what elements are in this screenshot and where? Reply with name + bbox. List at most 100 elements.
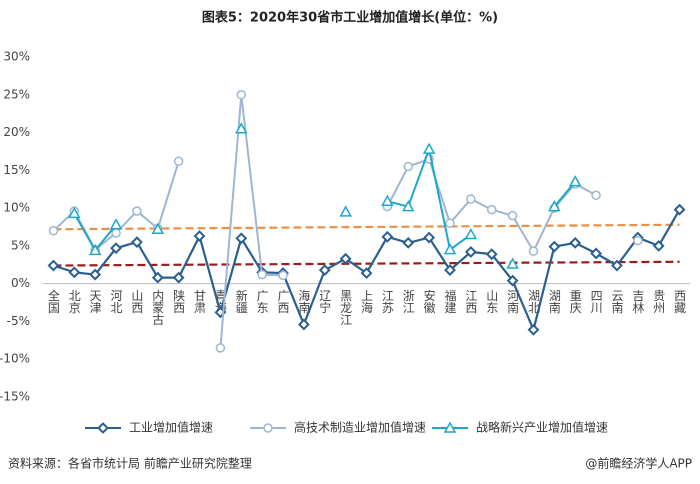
x-tick-label: 河南	[506, 289, 520, 313]
marker	[110, 242, 122, 255]
marker	[633, 235, 643, 246]
legend-label: 工业增加值增速	[129, 420, 213, 435]
y-tick-label: -5%	[7, 314, 30, 328]
marker	[444, 264, 456, 276]
marker	[257, 269, 267, 280]
y-tick-label: 15%	[3, 163, 30, 177]
marker	[68, 266, 81, 279]
y-tick-label: -15%	[0, 390, 30, 404]
marker	[568, 175, 582, 187]
marker	[527, 323, 540, 336]
y-tick-label: -10%	[0, 352, 30, 366]
x-tick-label: 湖北	[526, 288, 540, 314]
marker	[506, 274, 519, 287]
y-tick-label: 20%	[3, 125, 30, 139]
x-tick-label: 安徽	[422, 288, 436, 313]
marker	[381, 194, 394, 207]
marker	[97, 422, 109, 434]
marker	[339, 205, 352, 217]
y-tick-label: 30%	[3, 50, 30, 64]
marker	[234, 122, 248, 134]
marker	[401, 200, 415, 212]
x-tick-label: 重庆	[568, 289, 582, 313]
marker	[318, 264, 331, 276]
marker	[466, 194, 476, 204]
marker	[548, 240, 561, 253]
marker	[423, 231, 436, 244]
marker	[68, 206, 81, 219]
legend-label: 战略新兴产业增加值增速	[476, 420, 608, 435]
marker	[339, 252, 352, 265]
marker	[486, 204, 497, 215]
marker	[548, 200, 561, 212]
x-tick-label: 内蒙古	[151, 289, 165, 325]
x-tick-label: 辽宁	[318, 289, 332, 313]
marker	[445, 218, 455, 228]
x-tick-label: 福建	[443, 288, 457, 314]
marker	[591, 190, 601, 201]
marker	[464, 228, 478, 240]
chart-title: 图表5：2020年30省市工业增加值增长(单位：%)	[202, 10, 498, 26]
marker	[47, 259, 60, 272]
marker	[360, 267, 373, 280]
marker	[173, 156, 184, 167]
marker	[528, 246, 539, 256]
x-tick-label: 新疆	[234, 288, 248, 313]
y-tick-label: 10%	[3, 201, 30, 215]
x-tick-label: 北京	[67, 289, 81, 314]
source: 资料来源：各省市统计局 前瞻产业研究院整理	[8, 456, 252, 471]
marker	[48, 226, 59, 236]
x-tick-label: 江西	[464, 289, 478, 313]
x-tick-label: 广西	[276, 289, 290, 313]
marker	[151, 271, 164, 284]
x-tick-label: 湖南	[547, 288, 561, 313]
marker	[402, 236, 415, 249]
x-tick-label: 江苏	[380, 289, 394, 313]
trend-line	[53, 223, 680, 231]
y-tick-label: 25%	[3, 87, 30, 101]
x-tick-label: 浙江	[401, 289, 415, 313]
x-tick-label: 山东	[485, 289, 499, 313]
x-tick-label: 甘肃	[193, 289, 207, 314]
legend-label: 高技术制造业增加值增速	[294, 420, 426, 435]
x-tick-label: 四川	[589, 290, 603, 314]
x-tick-label: 云南	[610, 290, 624, 314]
marker	[236, 90, 247, 100]
x-tick-label: 西藏	[673, 290, 687, 315]
x-tick-label: 天津	[88, 290, 102, 314]
marker	[215, 343, 226, 353]
marker	[673, 203, 686, 216]
credit: @前瞻经济学人APP	[585, 456, 692, 471]
marker	[172, 271, 185, 284]
x-tick-label: 陕西	[172, 288, 186, 313]
marker	[590, 247, 602, 260]
marker	[131, 236, 143, 249]
marker	[109, 218, 123, 230]
marker	[422, 142, 436, 154]
marker	[193, 230, 206, 242]
marker	[611, 259, 623, 272]
marker	[381, 230, 394, 243]
marker	[263, 423, 273, 433]
marker	[443, 421, 457, 433]
marker	[132, 206, 142, 216]
marker	[443, 243, 457, 255]
x-tick-label: 贵州	[652, 289, 666, 313]
marker	[89, 268, 102, 281]
marker	[652, 239, 665, 252]
x-tick-label: 吉林	[631, 289, 645, 313]
series-line	[73, 145, 576, 253]
marker	[111, 228, 121, 238]
x-tick-label: 河北	[109, 289, 123, 314]
marker	[403, 161, 413, 172]
marker	[151, 222, 165, 235]
x-tick-label: 海南	[297, 288, 311, 313]
marker	[278, 270, 288, 281]
x-tick-label: 上海	[360, 289, 374, 313]
marker	[235, 232, 248, 245]
marker	[214, 306, 227, 319]
marker	[297, 318, 310, 331]
marker	[569, 236, 582, 249]
marker	[507, 210, 518, 221]
